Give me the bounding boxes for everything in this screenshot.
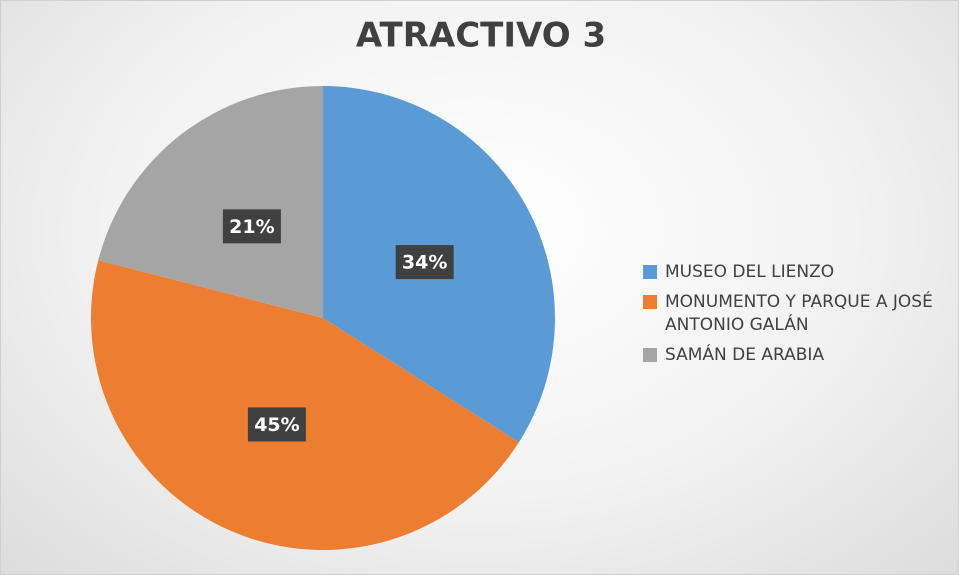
data-label-box (247, 407, 306, 442)
data-label: 45% (254, 414, 299, 436)
pie-slice (90, 260, 519, 550)
data-label-box (222, 209, 281, 244)
legend-item: MONUMENTO Y PARQUE A JOSÉ ANTONIO GALÁN (643, 291, 943, 337)
data-label: 21% (229, 216, 274, 238)
data-label: 34% (402, 252, 447, 274)
legend-item: SAMÁN DE ARABIA (643, 344, 943, 367)
legend-item: MUSEO DEL LIENZO (643, 261, 943, 284)
legend-label: MONUMENTO Y PARQUE A JOSÉ ANTONIO GALÁN (665, 292, 933, 335)
chart-title: ATRACTIVO 3 (356, 16, 606, 56)
legend-label: SAMÁN DE ARABIA (665, 345, 825, 365)
legend-label: MUSEO DEL LIENZO (665, 262, 835, 282)
data-label-box (395, 245, 454, 280)
legend-swatch (643, 265, 657, 279)
legend-swatch (643, 295, 657, 309)
pie-slice (98, 85, 324, 319)
legend: MUSEO DEL LIENZO MONUMENTO Y PARQUE A JOS… (643, 261, 943, 374)
legend-swatch (643, 348, 657, 362)
